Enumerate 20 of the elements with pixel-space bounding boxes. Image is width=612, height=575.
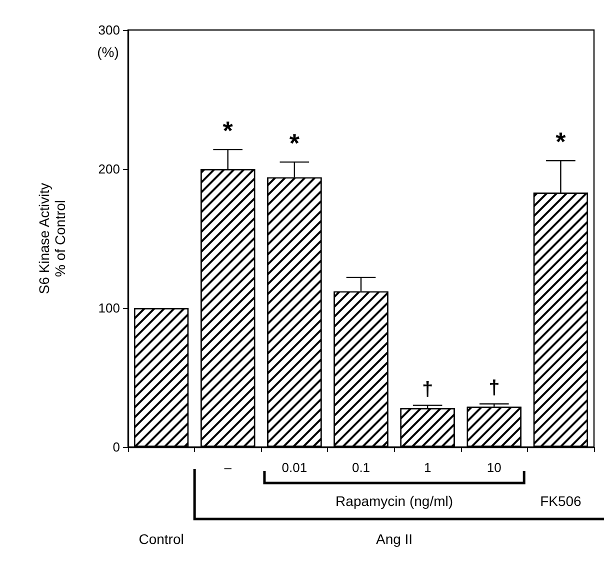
y-tick-label: 0: [112, 440, 120, 454]
x-tick-label: 10: [486, 460, 502, 475]
y-tick-label: 300: [98, 22, 120, 38]
data-label: †: [422, 378, 434, 400]
x-tick-label: 0.1: [352, 460, 370, 475]
text: (%): [97, 44, 119, 60]
x-tick-label: –: [224, 460, 232, 475]
text: Ang II: [376, 531, 413, 547]
data-label: *: [289, 128, 300, 158]
text: Rapamycin (ng/ml): [336, 493, 454, 509]
y-tick-label: 100: [98, 300, 120, 316]
data-label: †: [488, 376, 500, 399]
y-tick-label: 200: [98, 162, 120, 176]
data-label: *: [222, 116, 234, 146]
text: FK506: [540, 493, 582, 509]
data-label: *: [556, 126, 567, 157]
x-tick-label: 0.01: [282, 460, 308, 475]
text: Control: [138, 531, 184, 547]
y-axis-title: S6 Kinase Activity % of Control: [36, 182, 68, 294]
x-tick-label: 1: [424, 460, 432, 475]
